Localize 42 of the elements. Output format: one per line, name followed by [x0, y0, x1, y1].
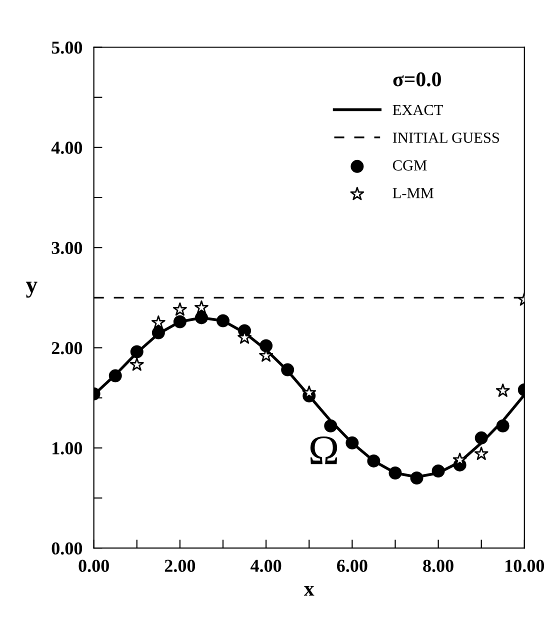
legend-title: σ=0.0: [393, 72, 441, 86]
point: [194, 311, 208, 324]
point: [346, 436, 359, 450]
point: [324, 419, 338, 432]
legend-label: EXACT: [392, 104, 443, 116]
point: [260, 339, 273, 352]
point: [194, 300, 208, 314]
legend-label: CGM: [392, 160, 427, 171]
point: [172, 302, 187, 316]
legend-label: L-MM: [392, 188, 434, 198]
annotation: Ω: [310, 436, 338, 464]
y-tick-label: 0.00: [52, 542, 82, 555]
x-tick-label: 10.00: [506, 560, 544, 572]
point: [388, 466, 402, 480]
point: [367, 454, 380, 468]
point: [173, 315, 186, 328]
point: [151, 315, 166, 329]
point: [474, 431, 488, 444]
x-tick-label: 2.00: [164, 560, 196, 572]
point: [216, 314, 230, 328]
x-tick-label: 6.00: [336, 560, 368, 572]
y-tick-label: 3.00: [52, 242, 82, 254]
point: [130, 345, 144, 358]
x-axis-title: x: [304, 586, 314, 596]
point: [152, 326, 165, 340]
y-axis-title: y: [26, 282, 38, 298]
point: [496, 384, 510, 397]
point: [108, 369, 122, 382]
point: [474, 446, 488, 460]
x-tick-label: 4.00: [250, 560, 282, 572]
point: [281, 363, 294, 376]
x-tick-label: 0.00: [78, 560, 109, 572]
legend-label: INITIAL GUESS: [392, 132, 500, 143]
y-tick-label: 2.00: [52, 342, 82, 354]
y-tick-label: 1.00: [52, 442, 82, 454]
point: [130, 358, 144, 371]
y-tick-label: 4.00: [51, 142, 82, 154]
point: [410, 471, 424, 484]
point: [432, 464, 445, 478]
point: [496, 419, 510, 432]
y-tick-label: 5.00: [52, 42, 82, 54]
x-tick-label: 8.00: [423, 560, 454, 572]
